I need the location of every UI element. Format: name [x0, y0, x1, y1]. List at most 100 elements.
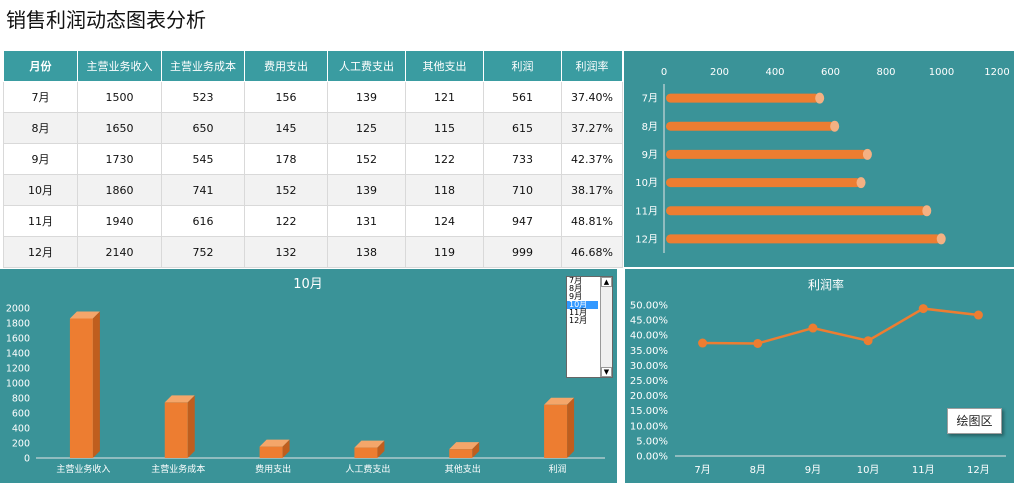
profit-rate-point[interactable]	[973, 310, 983, 320]
column-header: 人工费支出	[327, 50, 406, 82]
column-top-face	[164, 395, 195, 403]
expense-column[interactable]	[259, 446, 283, 458]
table-cell[interactable]: 48.81%	[561, 205, 623, 237]
table-cell[interactable]: 7月	[3, 81, 78, 113]
category-label: 费用支出	[255, 463, 291, 475]
table-cell[interactable]: 139	[327, 174, 406, 206]
y-tick-label: 400	[12, 424, 30, 435]
table-cell[interactable]: 42.37%	[561, 143, 623, 175]
table-cell[interactable]: 999	[483, 236, 562, 268]
profit-bar[interactable]	[666, 234, 942, 244]
table-cell[interactable]: 615	[483, 112, 562, 144]
table-cell[interactable]: 115	[405, 112, 484, 144]
expense-column[interactable]	[544, 404, 568, 458]
column-top-face	[354, 440, 385, 448]
table-cell[interactable]: 616	[161, 205, 245, 237]
table-cell[interactable]: 121	[405, 81, 484, 113]
profit-rate-point[interactable]	[808, 323, 818, 333]
column-side-face	[282, 439, 290, 458]
profit-rate-line-chart[interactable]: 利润率 0.00% 5.00% 10.00% 15.00% 20.00% 25.00% 30.…	[625, 269, 1014, 483]
table-cell[interactable]: 132	[244, 236, 328, 268]
scroll-down-arrow-icon[interactable]: ▼	[601, 367, 612, 377]
table-cell[interactable]: 752	[161, 236, 245, 268]
table-cell[interactable]: 2140	[77, 236, 162, 268]
month-option[interactable]: 7月	[569, 276, 583, 285]
bar-end-cap	[856, 177, 866, 189]
table-cell[interactable]: 178	[244, 143, 328, 175]
expense-column[interactable]	[449, 449, 473, 458]
profit-bar[interactable]	[666, 178, 862, 188]
table-cell[interactable]: 139	[327, 81, 406, 113]
profit-bar[interactable]	[666, 206, 927, 216]
listbox-scrollbar[interactable]: ▲ ▼	[600, 277, 612, 377]
month-breakdown-column-chart[interactable]: 10月 0 200 400 600 800 1000 1200 1400 1600 1800 2000…	[0, 269, 617, 483]
profit-rate-point[interactable]	[918, 304, 928, 314]
table-cell[interactable]: 122	[405, 143, 484, 175]
month-option[interactable]: 11月	[569, 308, 588, 317]
month-selector-listbox[interactable]: 7月 8月 9月 10月 11月 12月 ▲ ▼	[566, 276, 613, 378]
month-option[interactable]: 9月	[569, 292, 583, 301]
month-option[interactable]: 8月	[569, 284, 583, 293]
category-label: 10月	[857, 464, 880, 476]
table-cell[interactable]: 119	[405, 236, 484, 268]
table-cell[interactable]: 124	[405, 205, 484, 237]
table-cell[interactable]: 12月	[3, 236, 78, 268]
table-cell[interactable]: 8月	[3, 112, 78, 144]
bar-end-cap	[815, 92, 825, 104]
profit-bar[interactable]	[666, 93, 820, 103]
table-cell[interactable]: 561	[483, 81, 562, 113]
table-cell[interactable]: 125	[327, 112, 406, 144]
table-cell[interactable]: 138	[327, 236, 406, 268]
profit-rate-point[interactable]	[698, 338, 708, 348]
profit-horizontal-bar-chart[interactable]: 0 200 400 600 800 1000 1200 7月 8月 9月 10月 11月 12月	[624, 51, 1014, 267]
category-label: 11月	[635, 205, 658, 217]
expense-column[interactable]	[354, 447, 378, 458]
table-cell[interactable]: 37.27%	[561, 112, 623, 144]
table-cell[interactable]: 1860	[77, 174, 162, 206]
table-cell[interactable]: 38.17%	[561, 174, 623, 206]
table-cell[interactable]: 118	[405, 174, 484, 206]
profit-bar[interactable]	[666, 121, 835, 131]
table-cell[interactable]: 9月	[3, 143, 78, 175]
scroll-up-arrow-icon[interactable]: ▲	[601, 277, 612, 287]
column-top-face	[544, 397, 575, 405]
table-cell[interactable]: 10月	[3, 174, 78, 206]
month-option[interactable]: 10月	[567, 300, 598, 309]
table-cell[interactable]: 523	[161, 81, 245, 113]
y-tick-label: 50.00%	[630, 301, 668, 312]
table-cell[interactable]: 152	[244, 174, 328, 206]
table-cell[interactable]: 1940	[77, 205, 162, 237]
table-cell[interactable]: 131	[327, 205, 406, 237]
month-column-chart-svg: 10月 0 200 400 600 800 1000 1200 1400 1600 1800 2000…	[6, 277, 605, 475]
table-cell[interactable]: 37.40%	[561, 81, 623, 113]
table-cell[interactable]: 545	[161, 143, 245, 175]
table-cell[interactable]: 152	[327, 143, 406, 175]
profit-rate-point[interactable]	[863, 336, 873, 346]
expense-column[interactable]	[164, 402, 188, 458]
table-cell[interactable]: 145	[244, 112, 328, 144]
table-cell[interactable]: 156	[244, 81, 328, 113]
category-label: 利润	[549, 463, 567, 475]
table-cell[interactable]: 11月	[3, 205, 78, 237]
profit-rate-point[interactable]	[753, 338, 763, 348]
month-option[interactable]: 12月	[569, 316, 588, 325]
column-header: 主营业务收入	[77, 50, 162, 82]
table-cell[interactable]: 1650	[77, 112, 162, 144]
table-cell[interactable]: 733	[483, 143, 562, 175]
column-top-face	[69, 311, 100, 319]
table-cell[interactable]: 46.68%	[561, 236, 623, 268]
table-cell[interactable]: 741	[161, 174, 245, 206]
category-label: 主营业务收入	[56, 463, 110, 475]
table-cell[interactable]: 947	[483, 205, 562, 237]
table-cell[interactable]: 122	[244, 205, 328, 237]
profit-bar[interactable]	[666, 149, 868, 159]
y-tick-label: 10.00%	[630, 421, 668, 432]
column-side-face	[567, 397, 575, 458]
table-cell[interactable]: 710	[483, 174, 562, 206]
profit-rate-line[interactable]	[702, 307, 979, 345]
bar-end-cap	[830, 120, 840, 132]
table-cell[interactable]: 1730	[77, 143, 162, 175]
table-cell[interactable]: 650	[161, 112, 245, 144]
expense-column[interactable]	[69, 318, 93, 459]
table-cell[interactable]: 1500	[77, 81, 162, 113]
